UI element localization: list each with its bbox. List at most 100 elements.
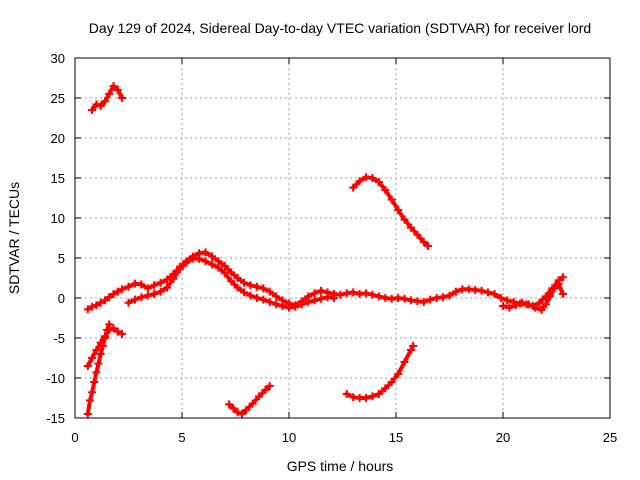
- y-tick-label: 25: [51, 91, 65, 106]
- series-arc-1: [88, 82, 127, 114]
- series-arc-6: [349, 173, 433, 250]
- data-point: [96, 298, 105, 307]
- data-point: [362, 394, 371, 402]
- grid: [75, 58, 610, 418]
- data-point: [88, 354, 97, 362]
- data-point: [445, 291, 454, 300]
- data-point: [546, 292, 555, 301]
- data-point: [297, 300, 306, 309]
- data-point: [233, 274, 242, 282]
- data-point: [524, 300, 533, 309]
- data-point: [220, 262, 229, 270]
- data-point: [259, 295, 268, 304]
- y-axis-label: SDTVAR / TECUs: [6, 182, 22, 294]
- data-point: [105, 326, 114, 334]
- data-point: [88, 302, 97, 311]
- x-tick-label: 25: [603, 430, 617, 445]
- data-point: [83, 305, 92, 314]
- series-arc-5: [124, 254, 338, 312]
- data-point: [550, 284, 559, 293]
- data-point: [248, 399, 257, 408]
- data-point: [113, 86, 122, 94]
- data-point: [499, 302, 507, 310]
- data-point: [541, 300, 550, 309]
- data-point: [137, 293, 146, 302]
- data-point: [85, 396, 94, 405]
- data-point: [195, 254, 204, 263]
- y-tick-label: 20: [51, 131, 65, 146]
- data-point: [349, 183, 358, 192]
- data-point: [156, 287, 165, 296]
- series-arc-8: [225, 382, 274, 418]
- data-point: [207, 252, 216, 261]
- plot-series: [83, 82, 567, 418]
- data-point: [451, 287, 460, 296]
- data-point: [240, 288, 249, 297]
- data-point: [413, 230, 422, 239]
- data-point: [394, 370, 403, 378]
- series-line: [85, 250, 565, 312]
- x-axis-label: GPS time / hours: [287, 458, 394, 474]
- data-point: [336, 290, 345, 299]
- data-point: [278, 302, 287, 310]
- data-point: [113, 327, 122, 336]
- series-arc-7: [342, 342, 418, 402]
- data-point: [229, 404, 238, 413]
- data-point: [105, 90, 114, 98]
- data-point: [261, 386, 270, 394]
- data-point: [329, 294, 338, 302]
- data-point: [201, 248, 210, 257]
- data-point: [272, 300, 281, 309]
- data-point: [477, 286, 486, 295]
- data-point: [374, 178, 383, 186]
- x-tick-label: 5: [178, 430, 185, 445]
- data-point: [143, 284, 152, 293]
- data-point: [124, 282, 133, 291]
- data-point: [255, 392, 264, 401]
- data-point: [233, 283, 242, 292]
- data-point: [368, 392, 377, 401]
- y-tick-label: 0: [58, 291, 65, 306]
- data-point: [227, 277, 236, 286]
- data-point: [304, 298, 313, 306]
- data-point: [252, 282, 261, 291]
- data-point: [92, 368, 101, 377]
- data-point: [94, 359, 103, 368]
- data-point: [531, 303, 540, 312]
- data-point: [163, 283, 172, 292]
- series-line: [344, 344, 416, 400]
- data-point: [310, 296, 319, 305]
- data-point: [511, 301, 520, 310]
- x-tick-label: 20: [496, 430, 510, 445]
- data-point: [156, 278, 165, 287]
- data-point: [182, 258, 191, 267]
- y-tick-label: 15: [51, 171, 65, 186]
- data-point: [113, 287, 122, 296]
- data-point: [137, 280, 146, 289]
- data-point: [88, 106, 97, 114]
- data-point: [109, 290, 118, 298]
- data-point: [374, 390, 383, 398]
- data-point: [394, 206, 403, 214]
- data-point: [537, 306, 546, 314]
- data-point: [535, 298, 544, 307]
- data-point: [109, 324, 118, 333]
- data-point: [406, 223, 415, 232]
- data-point: [96, 350, 105, 358]
- data-point: [100, 332, 109, 341]
- data-point: [118, 330, 127, 338]
- chart-title: Day 129 of 2024, Sidereal Day-to-day VTE…: [89, 20, 591, 36]
- axis-ticks: 0 5 10 15 20 25 -15 -10 -5 0 5 10 15 20 25 30: [46, 51, 617, 445]
- data-point: [100, 296, 109, 305]
- y-tick-label: -15: [46, 411, 65, 426]
- data-point: [381, 186, 390, 194]
- y-tick-label: 30: [51, 51, 65, 66]
- data-point: [518, 298, 527, 307]
- data-point: [175, 265, 184, 274]
- data-point: [400, 294, 409, 303]
- data-point: [265, 382, 274, 390]
- data-point: [342, 390, 351, 398]
- data-point: [242, 406, 251, 414]
- data-point: [252, 294, 261, 302]
